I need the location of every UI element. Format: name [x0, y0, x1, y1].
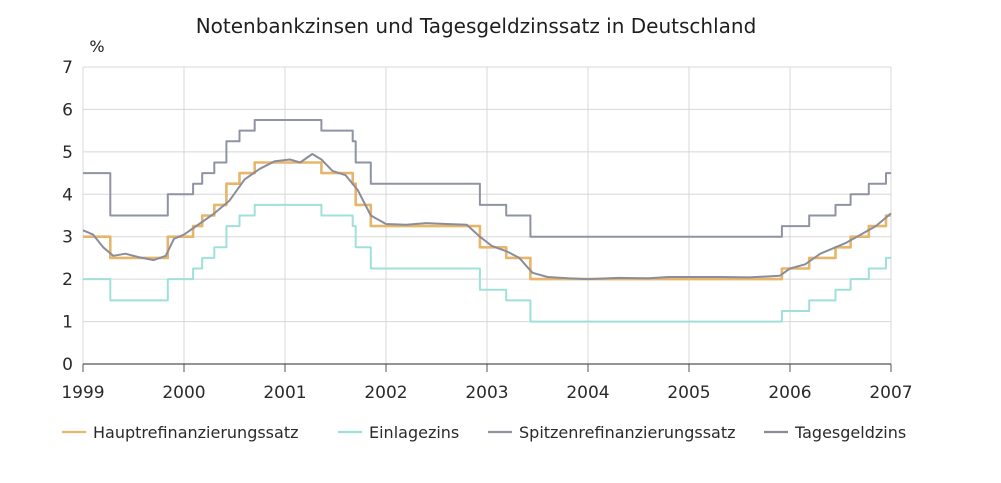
y-tick-label: 5 — [62, 143, 73, 163]
legend-label: Tagesgeldzins — [794, 423, 906, 442]
y-axis-unit: % — [89, 37, 104, 56]
legend-label: Einlagezins — [369, 423, 459, 442]
y-tick-label: 1 — [62, 313, 73, 333]
y-tick-label: 2 — [62, 270, 73, 290]
y-tick-label: 4 — [62, 185, 73, 205]
y-tick-label: 0 — [62, 355, 73, 375]
legend: Hauptrefinanzierungssatz Einlagezins Spitz… — [62, 423, 906, 442]
x-tick-label: 2004 — [566, 383, 609, 403]
legend-label: Hauptrefinanzierungssatz — [93, 423, 299, 442]
x-tick-label: 2003 — [465, 383, 508, 403]
x-tick-label: 1999 — [61, 383, 104, 403]
legend-label: Spitzenrefinanzierungssatz — [519, 423, 736, 442]
y-tick-label: 3 — [62, 228, 73, 248]
grid-lines — [82, 66, 892, 365]
x-tick-label: 2002 — [364, 383, 407, 403]
series-line-spitzenrefinanzierungssatz — [83, 119, 891, 238]
series-line-tagesgeldzins — [82, 153, 892, 281]
y-tick-label: 6 — [62, 100, 73, 120]
chart-title: Notenbankzinsen und Tagesgeldzinssatz in… — [196, 14, 757, 38]
y-tick-label: 7 — [62, 58, 73, 78]
x-tick-label: 2000 — [162, 383, 205, 403]
x-tick-label: 2006 — [768, 383, 811, 403]
series-line-einlagezins — [83, 203, 891, 323]
series-line-hauptrefinanzierungssatz — [83, 161, 891, 281]
x-tick-label: 2001 — [263, 383, 306, 403]
x-tick-label: 2007 — [869, 383, 912, 403]
x-tick-label: 2005 — [667, 383, 710, 403]
series-group — [82, 119, 892, 323]
axes: 0 1 2 3 4 5 6 7 1999 2000 2001 2002 2003 2004 2005 2006… — [61, 58, 912, 403]
